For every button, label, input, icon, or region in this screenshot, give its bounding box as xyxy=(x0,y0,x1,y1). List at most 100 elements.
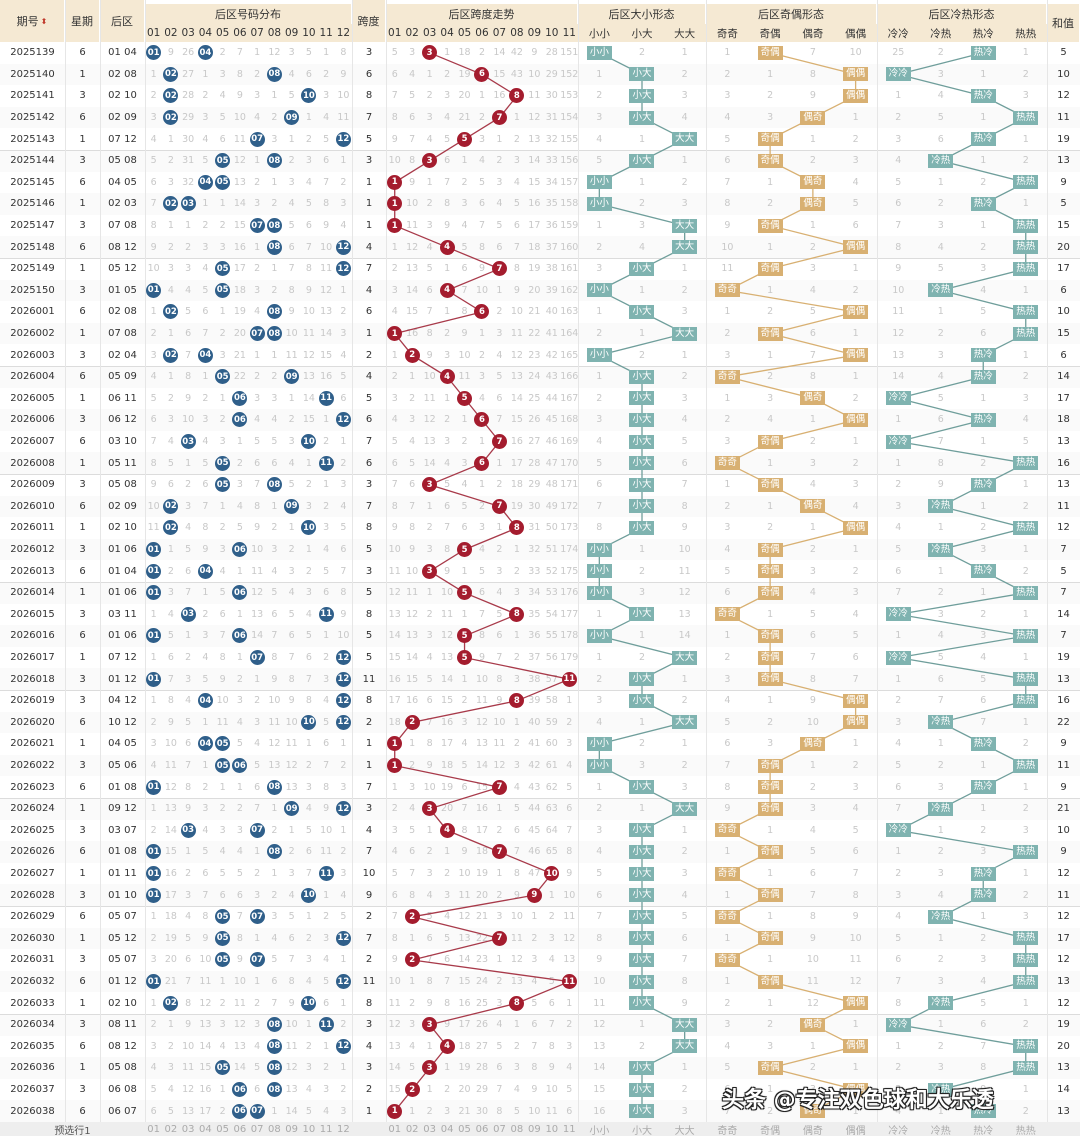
span-trend-cell: 8 xyxy=(496,1105,503,1117)
preselect-cell[interactable]: 07 xyxy=(490,1122,509,1136)
preselect-cell[interactable]: 04 xyxy=(196,1122,214,1136)
span-trend-cell: 14 xyxy=(388,1062,401,1074)
preselect-cell[interactable]: 11 xyxy=(317,1122,335,1136)
preselect-cell[interactable]: 偶偶 xyxy=(834,1122,877,1137)
span-trend-cell: 12 xyxy=(388,1019,401,1031)
dist-cell: 2 xyxy=(167,392,174,404)
heat-cell: 1 xyxy=(980,587,987,599)
dist-cell: 13 xyxy=(199,1019,212,1031)
preselect-cell[interactable]: 01 xyxy=(386,1122,404,1136)
dist-cell: 10 xyxy=(233,112,246,124)
preselect-cell[interactable]: 07 xyxy=(248,1122,266,1136)
heat-cell: 1 xyxy=(1022,47,1029,59)
parity-cell: 1 xyxy=(724,889,731,901)
heat-cell: 3 xyxy=(937,868,944,880)
col-header-period[interactable]: 期号 ⬍ xyxy=(0,0,65,42)
span-trend-cell: 4 xyxy=(461,479,468,491)
preselect-cell[interactable]: 06 xyxy=(473,1122,491,1136)
preselect-cell[interactable]: 05 xyxy=(214,1122,232,1136)
span-trend-cell: 38 xyxy=(528,673,541,685)
heat-cell: 热冷 xyxy=(962,560,1005,582)
span-trend-cell: 5 xyxy=(496,371,503,383)
heat-cell: 热热 xyxy=(1005,323,1048,345)
span-trend-cell: 12 xyxy=(475,716,489,728)
back-numbers-cell: 08 12 xyxy=(108,1040,137,1052)
dist-cell: 9 xyxy=(340,608,347,620)
parity-cell: 1 xyxy=(809,133,816,145)
dist-cell: 1 xyxy=(323,630,330,642)
heat-cell: 冷冷 xyxy=(877,647,920,669)
preselect-cell[interactable]: 12 xyxy=(334,1122,352,1136)
preselect-cell[interactable]: 08 xyxy=(265,1122,283,1136)
span-trend-cell: 40 xyxy=(528,716,541,728)
preselect-cell[interactable]: 01 xyxy=(145,1122,163,1136)
heat-tag: 热冷 xyxy=(970,477,996,492)
span-trend-cell: 32 xyxy=(545,133,558,145)
preselect-cell[interactable]: 06 xyxy=(231,1122,249,1136)
preselect-cell[interactable]: 08 xyxy=(508,1122,526,1136)
heat-cell: 1 xyxy=(1022,608,1029,620)
preselect-cell[interactable]: 热热 xyxy=(1004,1122,1047,1137)
dist-cell: 2 xyxy=(305,1040,312,1052)
preselect-cell[interactable]: 小小 xyxy=(578,1122,621,1137)
blue-ball-08: 08 xyxy=(266,239,282,255)
preselect-cell[interactable]: 03 xyxy=(420,1122,439,1136)
preselect-cell[interactable]: 09 xyxy=(525,1122,544,1136)
preselect-cell[interactable]: 冷冷 xyxy=(877,1122,920,1137)
size-cell: 大大 xyxy=(663,1036,706,1058)
preselect-cell[interactable]: 奇偶 xyxy=(748,1122,792,1137)
span-trend-cell: 6 xyxy=(409,846,416,858)
size-cell: 小大 xyxy=(621,474,664,496)
preselect-cell[interactable]: 10 xyxy=(543,1122,561,1136)
size-tag: 小小 xyxy=(586,758,612,773)
dist-col-header: 04 xyxy=(196,24,214,42)
col-header-sum: 和值 xyxy=(1047,4,1080,42)
dist-cell: 5 xyxy=(202,846,209,858)
span-trend-cell: 9 xyxy=(426,349,433,361)
preselect-cell[interactable]: 热冷 xyxy=(962,1122,1005,1137)
preselect-cell[interactable]: 冷热 xyxy=(919,1122,962,1137)
dist-cell: 1 xyxy=(254,673,261,685)
size-cell: 16 xyxy=(593,1105,606,1117)
period-cell: 2026024 xyxy=(10,803,55,815)
dist-cell: 2 xyxy=(167,155,174,167)
span-trend-cell: 1 xyxy=(461,155,468,167)
preselect-cell[interactable]: 03 xyxy=(179,1122,197,1136)
parity-cell: 11 xyxy=(849,954,862,966)
span-cell: 1 xyxy=(365,176,373,188)
weekday-cell: 6 xyxy=(79,500,86,512)
dist-cell: 6 xyxy=(254,1084,261,1096)
span-trend-cell: 8 xyxy=(508,690,525,712)
span-trend-cell: 35 xyxy=(545,198,558,210)
preselect-cell[interactable]: 04 xyxy=(438,1122,456,1136)
preselect-cell[interactable]: 02 xyxy=(403,1122,421,1136)
dist-cell: 6 xyxy=(288,932,295,944)
preselect-cell[interactable]: 大大 xyxy=(663,1122,706,1137)
heat-cell: 热冷 xyxy=(962,193,1005,215)
sort-icon[interactable]: ⬍ xyxy=(40,16,48,26)
preselect-cell[interactable]: 偶奇 xyxy=(791,1122,835,1137)
period-cell: 2026011 xyxy=(10,522,55,534)
preselect-cell[interactable]: 02 xyxy=(162,1122,180,1136)
dist-cell: 1 xyxy=(340,1062,347,1074)
span-trend-cell: 13 xyxy=(423,436,436,448)
dist-cell: 1 xyxy=(340,997,347,1009)
span-trend-cell: 4 xyxy=(548,954,555,966)
preselect-cell[interactable]: 10 xyxy=(300,1122,318,1136)
parity-cell: 偶偶 xyxy=(834,301,877,323)
preselect-cell[interactable]: 11 xyxy=(560,1122,578,1136)
weekday-cell: 3 xyxy=(79,220,86,232)
preselect-cell[interactable]: 05 xyxy=(455,1122,474,1136)
preselect-cell[interactable]: 奇奇 xyxy=(706,1122,749,1137)
heat-cell: 13 xyxy=(892,349,905,361)
size-col-header: 小小 xyxy=(578,24,621,42)
span-trend-cell: 8 xyxy=(513,868,520,880)
preselect-cell[interactable]: 小大 xyxy=(620,1122,664,1137)
dist-cell: 4 xyxy=(236,500,243,512)
red-ball-span: 7 xyxy=(491,261,507,277)
preselect-cell[interactable]: 09 xyxy=(283,1122,301,1136)
blue-ball-02: 02 xyxy=(163,88,179,104)
span-trend-cell: 6 xyxy=(391,68,398,80)
dist-cell: 12 xyxy=(335,1036,352,1058)
dist-cell: 10 xyxy=(337,630,350,642)
